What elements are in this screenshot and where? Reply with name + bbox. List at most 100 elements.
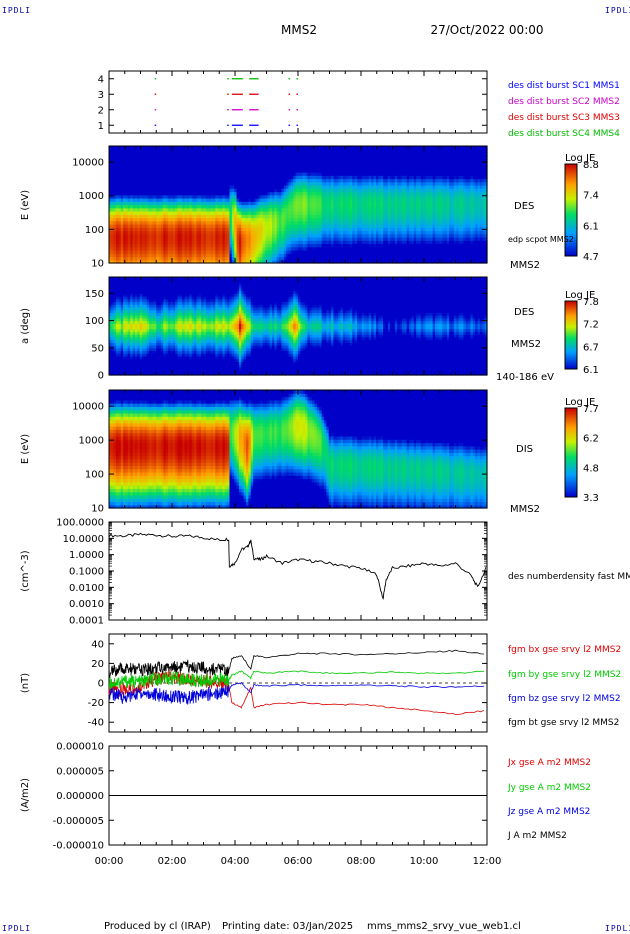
des-energy-spectrogram-pixel: [248, 237, 252, 241]
des-energy-spectrogram-pixel: [222, 198, 226, 202]
des-energy-spectrogram-pixel: [160, 230, 164, 235]
des-energy-spectrogram-pixel: [246, 243, 249, 248]
des-energy-spectrogram-pixel: [144, 246, 148, 251]
des-energy-spectrogram-pixel: [125, 155, 129, 160]
des-energy-spectrogram-pixel: [179, 191, 183, 196]
des-energy-spectrogram-pixel: [229, 152, 233, 157]
des-energy-spectrogram-pixel: [144, 214, 148, 219]
des-energy-spectrogram-pixel: [165, 214, 169, 219]
des-energy-spectrogram-pixel: [137, 168, 141, 173]
des-energy-spectrogram-pixel: [246, 230, 249, 235]
des-energy-spectrogram-pixel: [123, 227, 127, 232]
des-energy-spectrogram-pixel: [160, 191, 164, 196]
des-energy-spectrogram-pixel: [168, 185, 172, 189]
des-energy-spectrogram-pixel: [229, 172, 233, 176]
des-energy-spectrogram-pixel: [241, 201, 245, 206]
des-energy-spectrogram-pixel: [113, 250, 117, 254]
des-energy-spectrogram-pixel: [111, 168, 115, 173]
des-energy-spectrogram-pixel: [203, 246, 207, 251]
des-energy-spectrogram-pixel: [175, 214, 179, 219]
des-energy-spectrogram-pixel: [158, 214, 162, 219]
des-energy-spectrogram-pixel: [203, 191, 207, 196]
des-energy-spectrogram-pixel: [253, 152, 257, 157]
des-energy-spectrogram-pixel: [149, 227, 153, 232]
des-energy-spectrogram-pixel: [201, 185, 205, 189]
des-energy-spectrogram-pixel: [149, 168, 153, 173]
des-energy-spectrogram-pixel: [109, 152, 112, 157]
des-energy-spectrogram-pixel: [186, 207, 190, 212]
des-energy-spectrogram-pixel: [146, 224, 150, 228]
des-energy-spectrogram-pixel: [127, 253, 131, 258]
des-energy-spectrogram-pixel: [160, 224, 164, 228]
des-energy-spectrogram-pixel: [231, 162, 235, 167]
des-energy-spectrogram-pixel: [246, 233, 249, 238]
des-energy-spectrogram-pixel: [170, 207, 174, 212]
des-energy-spectrogram-pixel: [137, 165, 141, 170]
des-energy-spectrogram-pixel: [151, 146, 155, 150]
des-energy-spectrogram-pixel: [186, 181, 190, 186]
des-energy-spectrogram-pixel: [191, 185, 195, 189]
des-energy-spectrogram-pixel: [153, 198, 157, 202]
des-energy-spectrogram-pixel: [241, 224, 245, 228]
des-energy-spectrogram-pixel: [253, 198, 257, 202]
des-energy-spectrogram-pixel: [123, 240, 127, 245]
des-energy-spectrogram-pixel: [144, 168, 148, 173]
des-energy-spectrogram-pixel: [142, 198, 146, 202]
des-energy-spectrogram-pixel: [186, 224, 190, 228]
des-energy-spectrogram-pixel: [151, 217, 155, 222]
des-energy-spectrogram-pixel: [241, 198, 245, 202]
des-energy-spectrogram-pixel: [234, 155, 238, 160]
des-energy-spectrogram-pixel: [220, 230, 223, 235]
des-energy-spectrogram-pixel: [168, 181, 172, 186]
des-energy-spectrogram-pixel: [255, 259, 259, 264]
date-title: 27/Oct/2022 00:00: [430, 23, 543, 37]
des-energy-spectrogram-pixel: [186, 253, 190, 258]
des-energy-spectrogram-pixel: [175, 256, 179, 261]
des-energy-spectrogram-pixel: [250, 211, 254, 215]
des-energy-spectrogram-pixel: [246, 201, 249, 206]
des-energy-spectrogram-pixel: [189, 152, 193, 157]
des-energy-spectrogram-pixel: [189, 250, 193, 254]
des-energy-spectrogram-pixel: [125, 168, 129, 173]
des-energy-spectrogram-pixel: [215, 237, 219, 241]
des-energy-spectrogram-pixel: [186, 162, 190, 167]
des-energy-spectrogram-pixel: [243, 149, 247, 154]
des-energy-spectrogram-pixel: [134, 149, 138, 154]
des-energy-spectrogram-pixel: [189, 214, 193, 219]
des-energy-spectrogram-pixel: [201, 181, 205, 186]
des-energy-spectrogram-pixel: [227, 162, 231, 167]
des-energy-spectrogram-pixel: [137, 243, 141, 248]
des-energy-spectrogram-pixel: [142, 211, 146, 215]
des-energy-spectrogram-pixel: [243, 178, 247, 183]
des-energy-spectrogram-pixel: [198, 194, 202, 199]
des-energy-spectrogram-pixel: [179, 233, 183, 238]
des-energy-spectrogram-pixel: [198, 178, 202, 183]
des-energy-spectrogram-pixel: [118, 188, 122, 193]
des-energy-spectrogram-pixel: [198, 159, 202, 163]
des-energy-spectrogram-pixel: [220, 188, 223, 193]
des-energy-spectrogram-pixel: [203, 227, 207, 232]
des-energy-spectrogram-pixel: [163, 159, 167, 163]
des-energy-spectrogram-pixel: [160, 149, 164, 154]
des-energy-spectrogram-pixel: [163, 149, 167, 154]
des-energy-spectrogram-pixel: [257, 214, 261, 219]
des-energy-spectrogram-pixel: [144, 204, 148, 209]
des-energy-spectrogram-pixel: [246, 181, 249, 186]
des-energy-spectrogram-pixel: [142, 152, 146, 157]
des-energy-spectrogram-pixel: [184, 259, 188, 264]
des-energy-spectrogram-pixel: [116, 246, 120, 251]
des-energy-spectrogram-pixel: [234, 152, 238, 157]
des-energy-spectrogram-pixel: [158, 233, 162, 238]
des-energy-spectrogram-pixel: [139, 220, 143, 225]
des-energy-spectrogram-pixel: [198, 246, 202, 251]
des-energy-spectrogram-pixel: [144, 256, 148, 261]
des-energy-spectrogram-pixel: [212, 181, 216, 186]
des-energy-spectrogram-pixel: [241, 256, 245, 261]
des-energy-spectrogram-pixel: [113, 185, 117, 189]
des-energy-spectrogram-pixel: [139, 256, 143, 261]
des-energy-spectrogram-pixel: [144, 220, 148, 225]
des-energy-spectrogram-pixel: [142, 253, 146, 258]
des-energy-spectrogram-pixel: [210, 250, 214, 254]
des-energy-spectrogram-pixel: [151, 155, 155, 160]
des-energy-spectrogram-pixel: [168, 233, 172, 238]
